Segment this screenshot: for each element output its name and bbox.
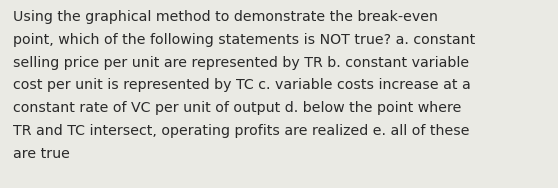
Text: are true: are true (13, 147, 70, 161)
Text: Using the graphical method to demonstrate the break-even: Using the graphical method to demonstrat… (13, 10, 438, 24)
Text: point, which of the following statements is NOT true? a.​ constant: point, which of the following statements… (13, 33, 475, 47)
Text: constant rate of VC per unit of output d.​ below the point where: constant rate of VC per unit of output d… (13, 101, 461, 115)
Text: selling price per unit are represented by TR b.​ constant variable: selling price per unit are represented b… (13, 56, 469, 70)
Text: TR and TC intersect, operating profits are realized e.​ all of these: TR and TC intersect, operating profits a… (13, 124, 469, 138)
Text: cost per unit is represented by TC c.​ variable costs increase at a: cost per unit is represented by TC c.​ v… (13, 78, 471, 92)
